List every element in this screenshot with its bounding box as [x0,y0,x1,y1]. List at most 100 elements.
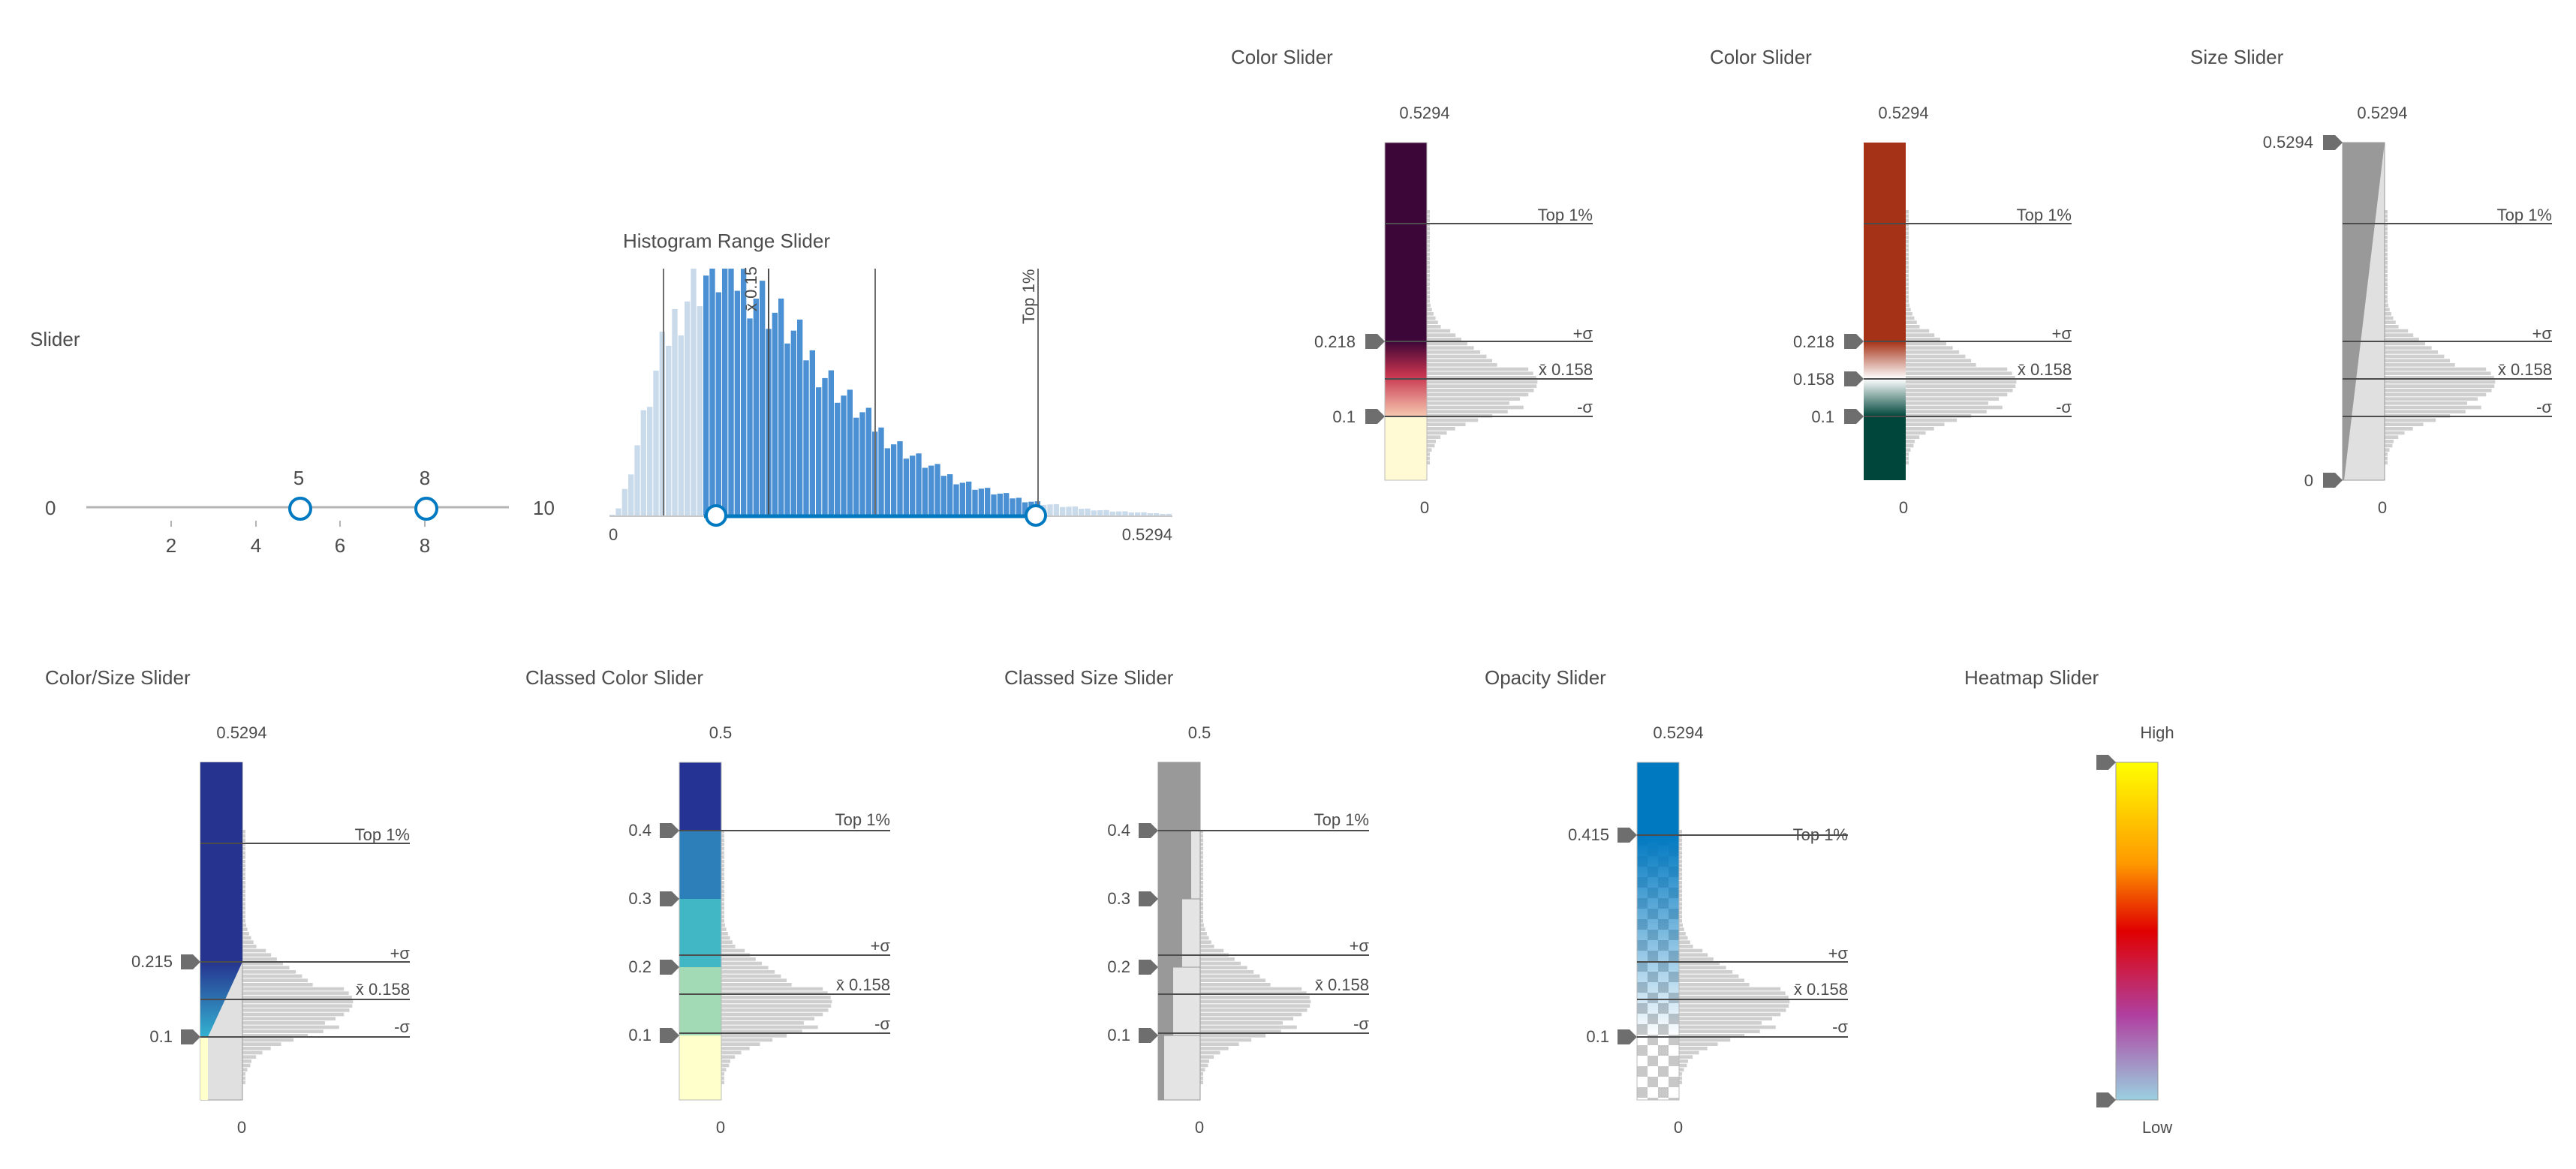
simple-slider-value2-label: 8 [419,467,431,489]
histogram-bar [1200,843,1203,846]
histogram-bar [2385,287,2388,290]
checkerboard-cell [1658,1066,1669,1077]
histogram-bar [721,1055,736,1059]
histogram-bar [242,1038,294,1042]
color-size-slider-mean-label: x̄ 0.158 [355,980,410,999]
color-slider-1-handle-low-label[interactable]: 0.1 [1332,407,1356,426]
histogram-bar [1679,957,1714,961]
histogram-bar [1906,287,1909,290]
histogram-bar [1679,872,1682,876]
histogram-bar [1200,936,1209,940]
histogram-bar [1906,461,1909,464]
simple-slider-thumb-1[interactable] [288,497,312,521]
checkerboard-cell [1637,1087,1648,1098]
checkerboard-cell [1648,1014,1658,1024]
checkerboard-cell [1658,877,1669,888]
histogram-bar [1427,435,1441,439]
simple-slider-thumb-2[interactable] [414,497,438,521]
classed-color-slider-handle-label[interactable]: 0.4 [628,821,652,840]
histogram-bar [2385,452,2388,456]
histogram-bar [903,458,909,516]
histogram-bar [1200,1072,1203,1076]
checkerboard-cell [1637,1014,1648,1024]
color-slider-1-handle-high-label[interactable]: 0.218 [1314,332,1356,351]
classed-color-slider-handle-label[interactable]: 0.1 [628,1026,652,1044]
histogram-bar [1679,1047,1708,1050]
color-ramp-segment [1864,143,1906,341]
histogram-bar [1427,287,1430,290]
classed-size-slider-handle-label[interactable]: 0.2 [1107,957,1130,976]
classed-size-slider-handle-label[interactable]: 0.4 [1107,821,1130,840]
size-slider-handle-low-label[interactable]: 0 [2304,471,2313,490]
histogram-bar [2385,282,2388,286]
histogram-bar [1427,427,1455,431]
histogram-bar [1200,1050,1220,1055]
histogram-bar [1906,363,1976,367]
checkerboard-cell [1669,1098,1679,1100]
checkerboard-cell [1648,1003,1658,1014]
color-size-slider-handle-low-label[interactable]: 0.1 [149,1027,173,1046]
color-slider-1-plus-sigma: +σ [1572,324,1593,343]
checkerboard-cell [1658,1024,1669,1035]
histogram-bar [242,843,245,846]
histogram-bar [1200,996,1310,999]
histogram-bar [1427,214,1430,218]
class-color-segment [679,1035,721,1100]
color-slider-2-handle-low-label[interactable]: 0.1 [1811,407,1834,426]
histogram-bar [1427,329,1451,333]
histogram-bar [940,476,946,516]
histogram-bar [1427,367,1529,371]
classed-size-slider-handle-label[interactable]: 0.3 [1107,889,1130,908]
histogram-bar [2385,333,2414,337]
histogram-bar [1906,431,1926,435]
color-slider-2-handle-mid-label[interactable]: 0.158 [1792,370,1834,389]
heatmap-slider-thumb-low [2096,1092,2116,1107]
histogram-bar [242,1008,350,1012]
classed-size-slider-handle-label[interactable]: 0.1 [1107,1026,1130,1044]
opacity-slider-handle-low-label[interactable]: 0.1 [1586,1027,1609,1046]
histogram-bar [242,957,277,961]
checkerboard-cell [1637,972,1648,982]
histogram-bar [242,966,290,969]
classed-color-slider-handle-label[interactable]: 0.3 [628,889,652,908]
opacity-slider-minus-sigma: -σ [1832,1017,1848,1036]
histogram-range-thumb-max[interactable] [1025,504,1047,527]
checkerboard-cell [1648,877,1658,888]
histogram-bar [1679,999,1790,1004]
histogram-bar [1427,278,1430,282]
histogram-bar [1906,329,1930,333]
size-slider-min-label: 0 [2377,498,2388,517]
size-slider-thumb-low [2323,473,2343,488]
simple-slider-tick-label: 2 [165,534,177,557]
histogram-bar [242,834,245,838]
histogram-bar [1427,363,1497,367]
histogram-bar [1906,392,2008,397]
checkerboard-cell [1648,919,1658,930]
histogram-bar [1679,1072,1682,1076]
histogram-bar [1200,953,1229,957]
histogram-bar [1200,906,1203,910]
histogram-bar [721,1012,823,1017]
histogram-bar [1147,513,1153,516]
histogram-bar [1679,1042,1718,1046]
histogram-bar [721,970,775,974]
histogram-bar [1200,923,1204,927]
class-size-segment [1157,830,1201,900]
histogram-bar [721,948,745,953]
classed-color-slider-handle-label[interactable]: 0.2 [628,957,652,976]
color-size-slider-title: Color/Size Slider [45,666,191,689]
histogram-bar [242,1025,339,1029]
histogram-bar [1679,897,1682,902]
histogram-bar [721,830,724,834]
histogram-bar [1906,440,1915,443]
size-slider-handle-high-label[interactable]: 0.5294 [2262,133,2313,152]
checkerboard-cell [1648,1056,1658,1066]
opacity-slider-handle-high-label[interactable]: 0.415 [1567,825,1609,844]
histogram-range-thumb-min[interactable] [705,504,727,527]
histogram-bar [872,431,878,516]
checkerboard-cell [1637,940,1648,951]
histogram-bar [1679,974,1739,978]
histogram-bar [853,417,859,516]
color-slider-2-handle-high-label[interactable]: 0.218 [1792,332,1834,351]
color-size-slider-handle-high-label[interactable]: 0.215 [131,952,173,971]
